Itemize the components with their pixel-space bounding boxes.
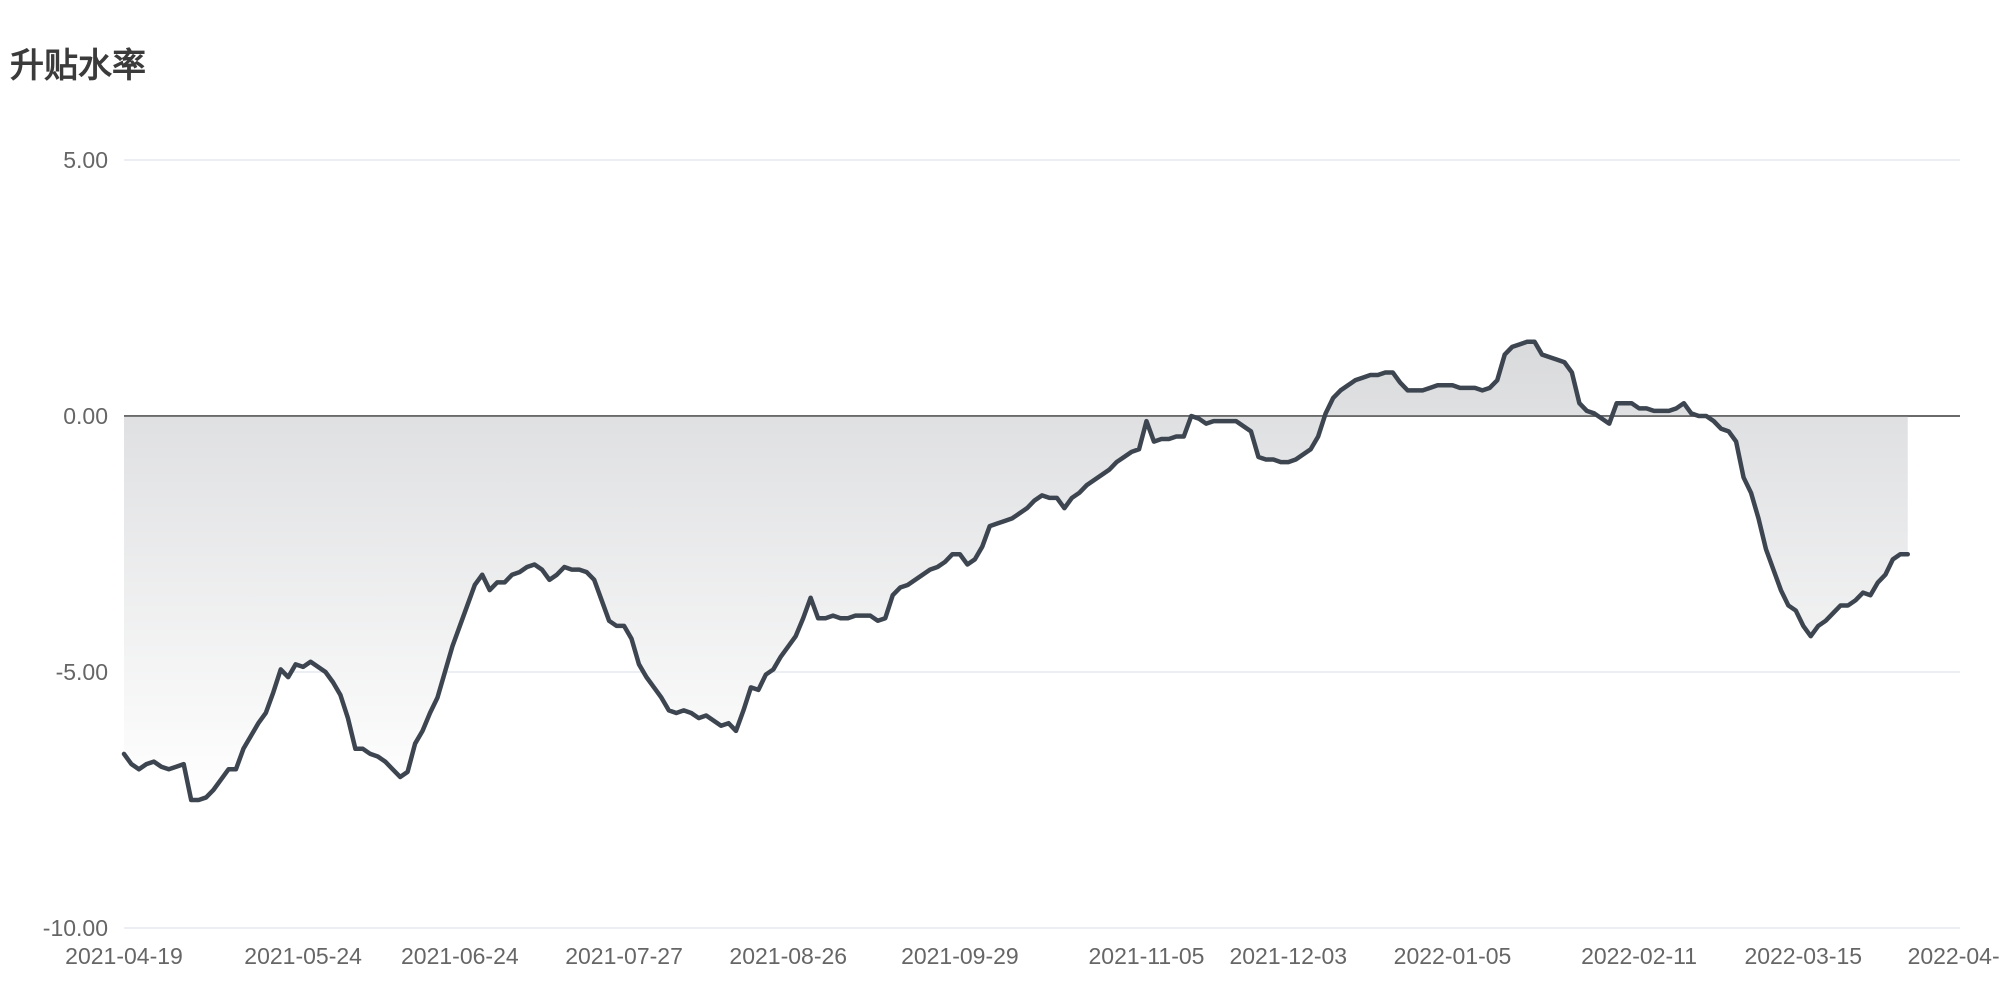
series-line — [121, 339, 1911, 803]
x-tick-label: 2021-04-19 — [65, 943, 183, 969]
x-tick-label: 2022-03-15 — [1744, 943, 1862, 969]
x-tick-label: 2021-12-03 — [1229, 943, 1347, 969]
y-tick-label: -10.00 — [43, 915, 108, 941]
series-line-layer — [121, 339, 1911, 803]
y-axis-ticks: 5.00 0.00 -5.00 -10.00 — [43, 147, 108, 941]
x-tick-label: 2022-02-11 — [1581, 943, 1697, 969]
y-tick-label: 5.00 — [63, 147, 108, 173]
area-fill-shape — [124, 341, 1908, 800]
chart-title: 升贴水率 — [10, 46, 146, 86]
x-tick-label: 2022-01-05 — [1394, 943, 1512, 969]
y-tick-label: 0.00 — [63, 403, 108, 429]
x-tick-label: 2021-08-26 — [729, 943, 847, 969]
x-tick-label: 2021-11-05 — [1089, 943, 1205, 969]
y-tick-label: -5.00 — [56, 659, 108, 685]
x-tick-label: 2022-04-1 — [1908, 943, 2000, 969]
x-tick-label: 2021-06-24 — [401, 943, 519, 969]
x-tick-label: 2021-07-27 — [565, 943, 683, 969]
x-tick-label: 2021-09-29 — [901, 943, 1019, 969]
x-axis-ticks: 2021-04-19 2021-05-24 2021-06-24 2021-07-27… — [65, 943, 2000, 969]
area-fill — [124, 341, 1960, 800]
x-tick-label: 2021-05-24 — [244, 943, 362, 969]
